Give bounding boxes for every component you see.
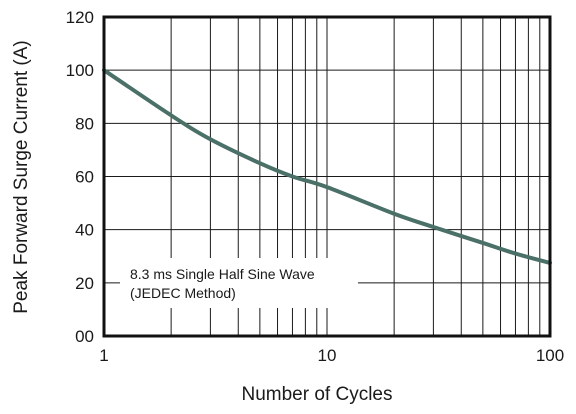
x-tick-label: 1: [99, 346, 108, 365]
series-layer: [102, 68, 552, 265]
y-axis-title: Peak Forward Surge Current (A): [11, 40, 32, 314]
y-tick-label: 60: [75, 168, 94, 187]
y-tick-labels: 120 100 80 60 40 20 00: [66, 8, 94, 346]
annotation-line-2: (JEDEC Method): [130, 285, 236, 301]
annotation-box: 8.3 ms Single Half Sine Wave (JEDEC Meth…: [120, 258, 358, 308]
plot-frame: [102, 15, 552, 338]
y-tick-label: 120: [66, 8, 94, 27]
annotation-line-1: 8.3 ms Single Half Sine Wave: [130, 266, 315, 282]
surge-current-curve: [102, 68, 552, 265]
y-tick-label: 20: [75, 274, 94, 293]
y-tick-label: 80: [75, 114, 94, 133]
x-tick-label: 10: [318, 346, 337, 365]
y-tick-label: 00: [75, 327, 94, 346]
y-tick-label: 40: [75, 221, 94, 240]
y-tick-label: 100: [66, 61, 94, 80]
x-axis-title: Number of Cycles: [242, 384, 393, 405]
x-tick-label: 100: [536, 346, 564, 365]
x-tick-labels: 1 10 100: [99, 346, 564, 365]
grid: [104, 17, 550, 336]
